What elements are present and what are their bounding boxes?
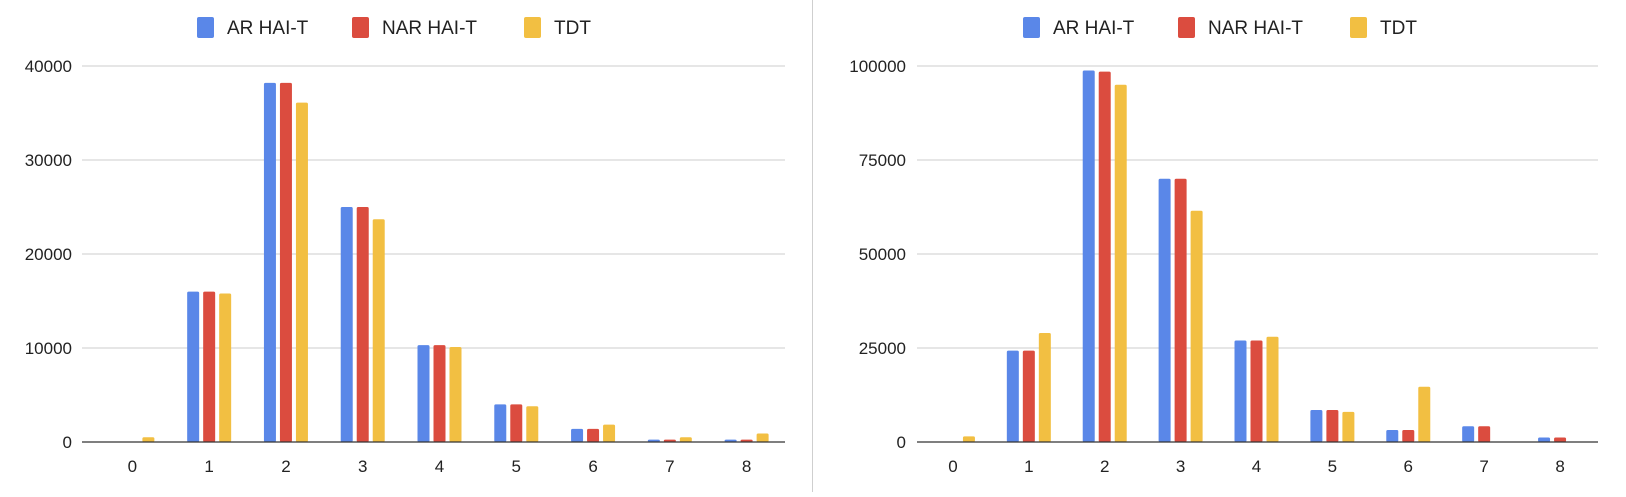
bar-nar-hai-t-3 xyxy=(356,207,369,442)
x-tick-label: 2 xyxy=(281,457,290,476)
x-tick-label: 3 xyxy=(1176,457,1185,476)
legend-swatch xyxy=(352,17,369,38)
y-tick-label: 50000 xyxy=(859,245,906,264)
bar-tdt-7 xyxy=(679,437,692,442)
x-tick-label: 3 xyxy=(358,457,367,476)
bar-tdt-8 xyxy=(756,433,769,442)
legend-swatch xyxy=(1178,17,1195,38)
bar-nar-hai-t-6 xyxy=(1402,429,1415,442)
x-tick-label: 5 xyxy=(1328,457,1337,476)
bar-ar-hai-t-7 xyxy=(1462,426,1475,442)
bar-ar-hai-t-4 xyxy=(1234,340,1247,442)
bar-ar-hai-t-2 xyxy=(263,82,276,443)
bar-chart-right: 0 25000 50000 75000 100000 0 1 2 3 4 5 6 7 8 AR HAI-T N… xyxy=(849,17,1598,476)
bar-nar-hai-t-7 xyxy=(1478,426,1491,442)
bar-ar-hai-t-2 xyxy=(1082,70,1095,443)
legend-label: AR HAI-T xyxy=(1053,18,1135,39)
bar-ar-hai-t-6 xyxy=(1386,429,1399,442)
bar-tdt-3 xyxy=(372,219,385,442)
y-tick-label: 20000 xyxy=(25,245,72,264)
x-tick-label: 4 xyxy=(1252,457,1261,476)
y-tick-label: 0 xyxy=(63,433,72,452)
legend-swatch xyxy=(524,17,541,38)
legend-label: NAR HAI-T xyxy=(1208,18,1303,39)
bar-nar-hai-t-5 xyxy=(510,404,523,442)
bar-nar-hai-t-5 xyxy=(1326,410,1339,442)
chart-left: 0 10000 20000 30000 40000 0 1 2 3 4 5 6 7 8 AR HAI-T NA… xyxy=(0,0,812,492)
bar-tdt-2 xyxy=(1114,84,1127,443)
bar-nar-hai-t-1 xyxy=(1022,350,1035,442)
x-tick-label: 1 xyxy=(204,457,213,476)
bar-tdt-1 xyxy=(219,293,232,442)
x-tick-label: 4 xyxy=(435,457,444,476)
bar-tdt-6 xyxy=(603,424,616,442)
x-tick-label: 7 xyxy=(1479,457,1488,476)
bar-nar-hai-t-2 xyxy=(1098,71,1111,442)
chart-right: 0 25000 50000 75000 100000 0 1 2 3 4 5 6 7 8 AR HAI-T N… xyxy=(813,0,1626,492)
bar-tdt-0 xyxy=(142,437,155,442)
bar-tdt-1 xyxy=(1038,332,1051,442)
bar-chart-left: 0 10000 20000 30000 40000 0 1 2 3 4 5 6 7 8 AR HAI-T NA… xyxy=(25,17,785,476)
bar-ar-hai-t-1 xyxy=(1006,350,1019,442)
bar-ar-hai-t-4 xyxy=(417,345,430,442)
bar-tdt-3 xyxy=(1190,210,1203,442)
bar-tdt-6 xyxy=(1418,386,1431,442)
legend-label: TDT xyxy=(1380,18,1417,39)
y-tick-label: 0 xyxy=(897,433,906,452)
bar-tdt-5 xyxy=(526,406,539,442)
x-tick-label: 0 xyxy=(128,457,137,476)
y-tick-label: 25000 xyxy=(859,339,906,358)
bar-nar-hai-t-8 xyxy=(1554,437,1567,442)
bar-tdt-2 xyxy=(295,102,308,442)
bar-nar-hai-t-6 xyxy=(587,428,600,442)
y-tick-label: 100000 xyxy=(849,57,906,76)
bar-nar-hai-t-3 xyxy=(1174,178,1187,443)
y-tick-label: 10000 xyxy=(25,339,72,358)
bar-nar-hai-t-4 xyxy=(433,345,446,442)
bar-nar-hai-t-4 xyxy=(1250,340,1263,442)
bar-ar-hai-t-3 xyxy=(340,207,353,442)
bar-nar-hai-t-1 xyxy=(203,291,216,442)
x-tick-label: 0 xyxy=(948,457,957,476)
bar-ar-hai-t-5 xyxy=(1310,410,1323,442)
x-tick-label: 8 xyxy=(742,457,751,476)
x-tick-label: 5 xyxy=(512,457,521,476)
y-tick-label: 30000 xyxy=(25,151,72,170)
legend-label: NAR HAI-T xyxy=(382,18,477,39)
x-tick-label: 6 xyxy=(1404,457,1413,476)
legend-label: AR HAI-T xyxy=(227,18,309,39)
bar-ar-hai-t-8 xyxy=(1538,437,1551,442)
bar-tdt-4 xyxy=(1266,336,1279,442)
legend-swatch xyxy=(1350,17,1367,38)
legend-label: TDT xyxy=(554,18,591,39)
legend-swatch xyxy=(197,17,214,38)
x-tick-label: 2 xyxy=(1100,457,1109,476)
y-tick-label: 75000 xyxy=(859,151,906,170)
x-tick-label: 7 xyxy=(665,457,674,476)
x-tick-label: 1 xyxy=(1024,457,1033,476)
panel-divider xyxy=(812,0,813,492)
x-tick-label: 6 xyxy=(588,457,597,476)
y-tick-label: 40000 xyxy=(25,57,72,76)
legend-swatch xyxy=(1023,17,1040,38)
bar-ar-hai-t-5 xyxy=(494,404,507,442)
bar-tdt-5 xyxy=(1342,411,1355,442)
bar-tdt-0 xyxy=(962,436,975,442)
bar-ar-hai-t-3 xyxy=(1158,178,1171,443)
x-tick-label: 8 xyxy=(1555,457,1564,476)
bar-tdt-4 xyxy=(449,347,462,442)
bar-ar-hai-t-1 xyxy=(187,291,200,442)
bar-nar-hai-t-2 xyxy=(279,82,292,443)
bar-ar-hai-t-6 xyxy=(571,428,584,442)
